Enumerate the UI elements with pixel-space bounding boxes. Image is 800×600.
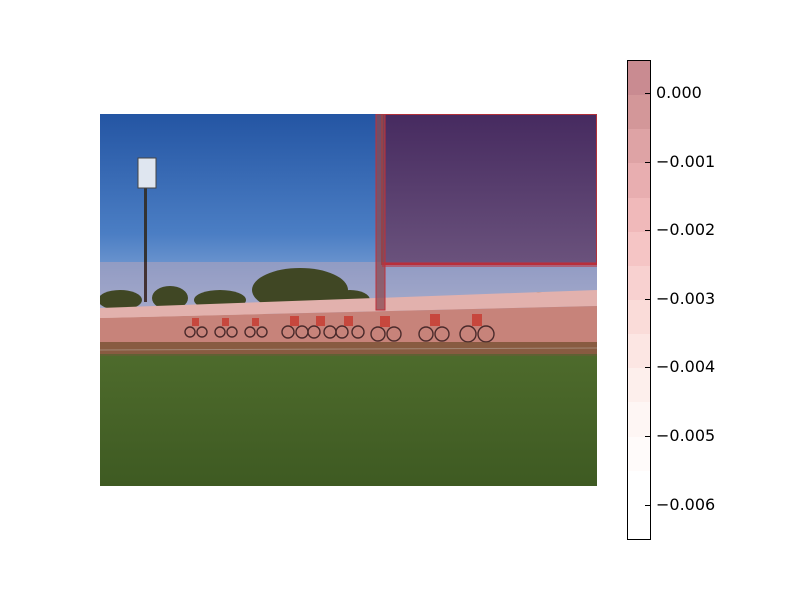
grass-edge <box>100 342 597 356</box>
colorbar-band <box>628 231 650 267</box>
colorbar-tick-label: −0.004 <box>656 357 716 377</box>
colorbar-tick-label: −0.001 <box>656 151 716 171</box>
colorbar-band <box>628 265 650 301</box>
colorbar-band <box>628 504 650 539</box>
light-pole <box>137 157 157 302</box>
colorbar-band <box>628 402 650 438</box>
colorbar-band <box>628 334 650 369</box>
colorbar-band <box>628 197 650 233</box>
colorbar-tick <box>645 230 651 232</box>
colorbar-tick <box>645 93 651 94</box>
colorbar-tick <box>645 504 651 506</box>
colorbar-tick-label: −0.003 <box>656 288 716 308</box>
colorbar-band <box>628 95 650 130</box>
cyclist-jerseys <box>192 314 482 327</box>
colorbar-tick-label: −0.006 <box>656 494 716 514</box>
grass <box>100 354 597 486</box>
vertical-strip <box>376 114 385 310</box>
colorbar-tick <box>645 367 651 369</box>
colorbar-band <box>628 368 650 403</box>
photo-panel <box>100 114 597 486</box>
colorbar-band <box>628 300 650 335</box>
colorbar-tick <box>645 161 651 163</box>
colorbar-tick-label: 0.000 <box>656 83 702 102</box>
colorbar-tick-label: −0.002 <box>656 220 716 240</box>
colorbar-tick <box>645 298 651 300</box>
colorbar-band <box>628 61 650 96</box>
colorbar-tick <box>645 436 651 437</box>
heatmap-region <box>382 114 597 264</box>
colorbar-band <box>628 436 650 472</box>
velodrome-photo <box>100 114 597 486</box>
colorbar-tick-label: −0.005 <box>656 426 716 445</box>
cyclists <box>184 325 495 343</box>
track-wall <box>100 290 597 318</box>
colorbar <box>627 60 651 540</box>
red-overlay <box>100 262 597 354</box>
colorbar-band <box>628 129 650 164</box>
colorbar-band <box>628 163 650 199</box>
colorbar-band <box>628 470 650 506</box>
horizontal-strip <box>382 262 597 267</box>
